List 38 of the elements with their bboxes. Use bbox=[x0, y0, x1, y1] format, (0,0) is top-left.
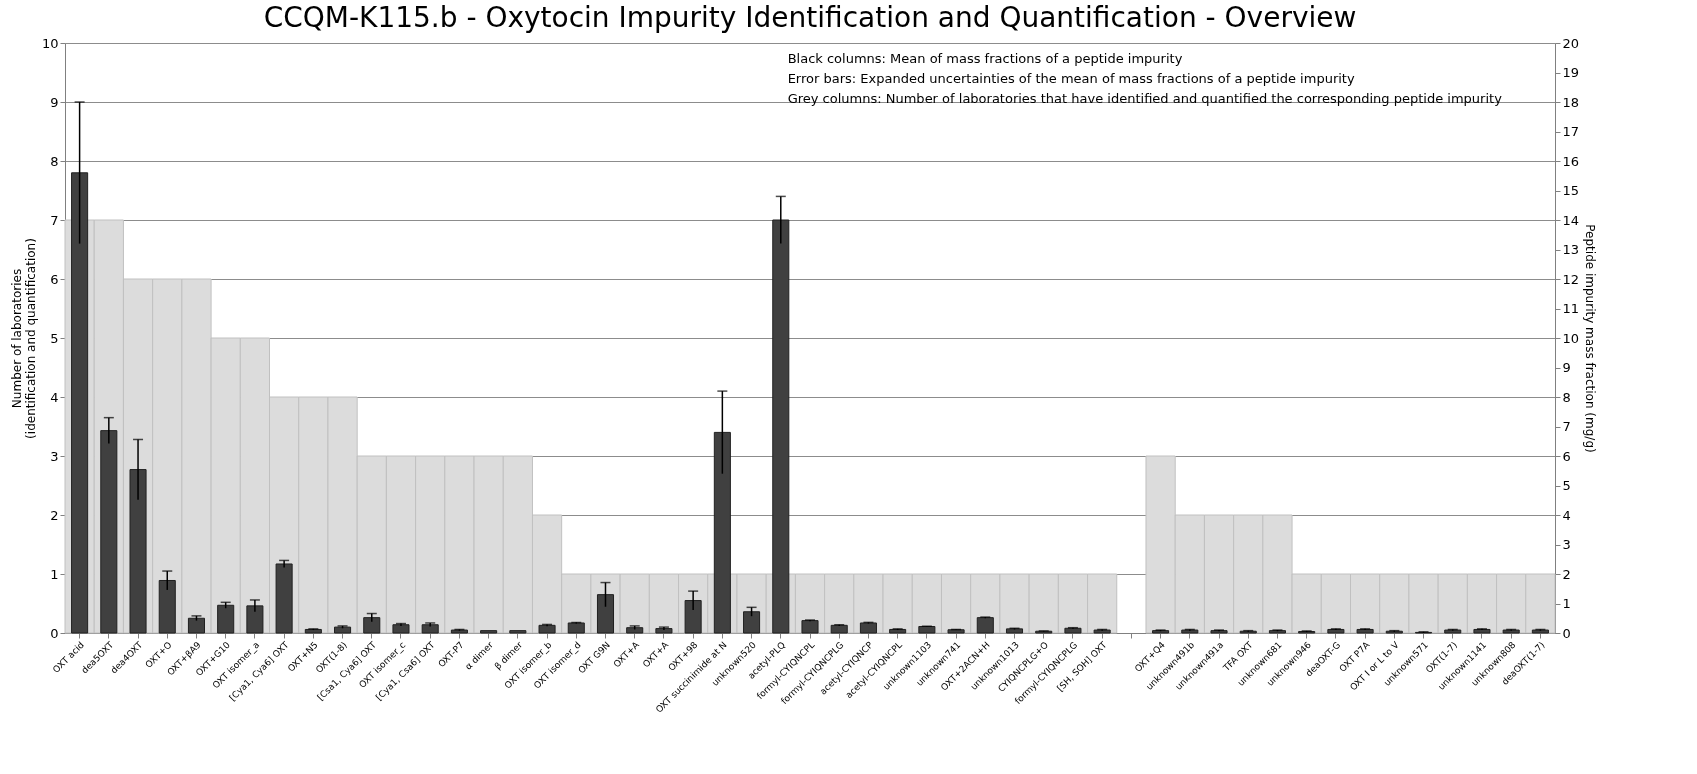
y2-tick-label: 5 bbox=[1562, 478, 1571, 493]
y2-tick-label: 7 bbox=[1562, 419, 1571, 434]
y2-tick-label: 4 bbox=[1562, 507, 1571, 523]
y-tick-label: 6 bbox=[50, 271, 59, 287]
y-tick-label: 8 bbox=[50, 153, 59, 169]
y2-tick-label: 12 bbox=[1562, 271, 1580, 287]
y-tick-label: 3 bbox=[50, 448, 59, 464]
y2-tick-label: 14 bbox=[1562, 212, 1580, 228]
y2-tick-label: 11 bbox=[1562, 301, 1580, 316]
y2-tick-label: 15 bbox=[1562, 183, 1580, 198]
annotation: Error bars: Expanded uncertainties of the mean of mass fractions of a peptide impurity bbox=[787, 71, 1355, 86]
y-tick-label: 10 bbox=[41, 35, 59, 51]
y2-tick-label: 1 bbox=[1562, 596, 1571, 611]
y-tick-label: 0 bbox=[50, 625, 59, 641]
y2-tick-label: 9 bbox=[1562, 360, 1571, 375]
y-tick-label: 4 bbox=[50, 389, 59, 405]
y2-tick-label: 10 bbox=[1562, 330, 1580, 346]
y2-tick-label: 6 bbox=[1562, 448, 1571, 464]
y2-tick-label: 19 bbox=[1562, 65, 1580, 80]
y-tick-label: 9 bbox=[50, 94, 59, 110]
chart-title: CCQM-K115.b - Oxytocin Impurity Identification and Quantification - Overview bbox=[263, 1, 1357, 34]
y2-tick-label: 17 bbox=[1562, 124, 1580, 139]
annotation: Grey columns: Number of laboratories that have identified and quantified the corresponding peptide impurity bbox=[787, 91, 1503, 106]
y2-tick-label: 20 bbox=[1562, 35, 1580, 51]
y2-tick-label: 13 bbox=[1562, 242, 1580, 257]
y-tick-label: 1 bbox=[50, 566, 59, 582]
y-tick-label: 5 bbox=[50, 330, 59, 346]
y2-tick-label: 0 bbox=[1562, 625, 1571, 641]
y2-tick-label: 2 bbox=[1562, 566, 1571, 582]
y2-tick-label: 16 bbox=[1562, 153, 1580, 169]
y-tick-label: 2 bbox=[50, 507, 59, 523]
y2-axis-title: Peptide impurity mass fraction (mg/g) bbox=[1583, 224, 1598, 453]
y2-tick-label: 8 bbox=[1562, 389, 1571, 405]
annotation: Black columns: Mean of mass fractions of a peptide impurity bbox=[787, 51, 1183, 66]
y-axis-title: Number of laboratories (identification and quantification) bbox=[9, 238, 38, 439]
y2-tick-label: 18 bbox=[1562, 94, 1580, 110]
y2-tick-label: 3 bbox=[1562, 537, 1571, 552]
y-tick-label: 7 bbox=[50, 212, 59, 228]
